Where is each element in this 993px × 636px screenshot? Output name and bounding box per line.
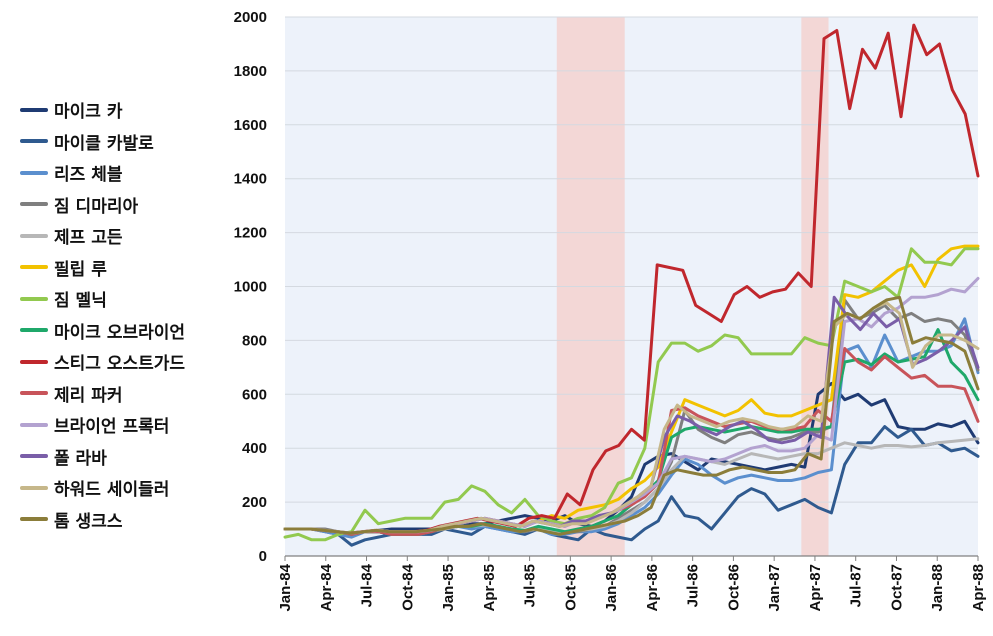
x-tick-label: Jul-85 (522, 564, 539, 607)
legend-entry: 필립 루 (20, 252, 250, 284)
series-line-6 (283, 247, 980, 542)
legend-entry: 브라이언 프록터 (20, 409, 250, 441)
x-axis: Jan-84 Apr-84 Jul-84 Oct-84 Jan-85 Apr-85 Jul-… (277, 555, 987, 612)
legend-swatch (20, 170, 48, 175)
legend-swatch (20, 422, 48, 427)
legend-label: 브라이언 프록터 (54, 417, 170, 438)
x-tick-label: Jan-88 (929, 564, 946, 612)
y-tick-label: 200 (242, 494, 267, 511)
y-tick-label: 1400 (234, 171, 267, 188)
legend-label: 리즈 체블 (54, 165, 123, 186)
series-line-0 (283, 382, 980, 536)
y-tick-label: 1800 (234, 63, 267, 80)
legend-label: 제리 파커 (54, 385, 123, 406)
legend-label: 마이클 카발로 (54, 133, 154, 154)
legend-entry: 톰 생크스 (20, 504, 250, 536)
y-tick-label: 600 (242, 386, 267, 403)
legend-label: 짐 멜닉 (54, 291, 107, 312)
y-tick-label: 1000 (234, 279, 267, 296)
legend-entry: 제프 고든 (20, 220, 250, 252)
legend-swatch (20, 391, 48, 396)
legend-label: 폴 라바 (54, 448, 107, 469)
legend-entry: 마이클 카발로 (20, 126, 250, 158)
series-line-9 (283, 347, 980, 536)
y-tick-label: 0 (259, 548, 267, 565)
x-tick-label: Oct-84 (399, 563, 416, 610)
x-tick-label: Jan-84 (277, 563, 294, 611)
legend-label: 톰 생크스 (54, 511, 123, 532)
legend-label: 짐 디마리아 (54, 196, 139, 217)
legend-entry: 리즈 체블 (20, 157, 250, 189)
legend-label: 하워드 세이들러 (54, 480, 170, 501)
x-tick-label: Apr-87 (807, 564, 824, 612)
x-tick-label: Oct-87 (888, 564, 905, 611)
x-tick-label: Jul-84 (359, 563, 376, 607)
legend-entry: 폴 라바 (20, 441, 250, 473)
legend-swatch (20, 454, 48, 459)
legend-swatch (20, 485, 48, 490)
x-tick-label: Apr-86 (644, 564, 661, 612)
legend-swatch (20, 517, 48, 522)
legend-entry: 마이크 카 (20, 94, 250, 126)
legend-swatch (20, 233, 48, 238)
x-tick-label: Oct-86 (725, 564, 742, 611)
legend-entry: 스티그 오스트가드 (20, 346, 250, 378)
legend-label: 마이크 오브라이언 (54, 322, 186, 343)
legend-swatch (20, 328, 48, 333)
legend-swatch (20, 139, 48, 144)
y-tick-label: 800 (242, 332, 267, 349)
y-tick-label: 2000 (234, 9, 267, 26)
x-tick-label: Oct-85 (562, 564, 579, 611)
y-axis: 0 200 400 600 800 1000 1200 1400 1600 1800 2000 (234, 9, 267, 565)
series-line-13 (283, 295, 980, 536)
legend-entry: 마이크 오브라이언 (20, 315, 250, 347)
legend-label: 스티그 오스트가드 (54, 354, 186, 375)
gridlines (285, 16, 978, 503)
legend-swatch (20, 359, 48, 364)
legend-swatch (20, 202, 48, 207)
y-tick-label: 1200 (234, 225, 267, 242)
x-tick-label: Jan-87 (766, 564, 783, 612)
x-tick-label: Apr-85 (481, 564, 498, 612)
x-tick-label: Apr-88 (970, 564, 987, 612)
legend-entry: 짐 멜닉 (20, 283, 250, 315)
x-tick-label: Jan-86 (603, 564, 620, 612)
series-lines (283, 23, 980, 547)
y-tick-label: 1600 (234, 117, 267, 134)
x-tick-label: Jan-85 (440, 564, 457, 612)
legend-swatch (20, 265, 48, 270)
y-tick-label: 400 (242, 440, 267, 457)
legend-entry: 짐 디마리아 (20, 189, 250, 221)
legend-swatch (20, 296, 48, 301)
legend-entry: 하워드 세이들러 (20, 472, 250, 504)
legend-swatch (20, 107, 48, 112)
x-tick-label: Jul-87 (848, 564, 865, 607)
x-tick-label: Apr-84 (318, 563, 335, 611)
legend-label: 필립 루 (54, 259, 107, 280)
legend-label: 마이크 카 (54, 102, 123, 123)
legend-entry: 제리 파커 (20, 378, 250, 410)
legend-label: 제프 고든 (54, 228, 123, 249)
x-tick-label: Jul-86 (685, 564, 702, 607)
